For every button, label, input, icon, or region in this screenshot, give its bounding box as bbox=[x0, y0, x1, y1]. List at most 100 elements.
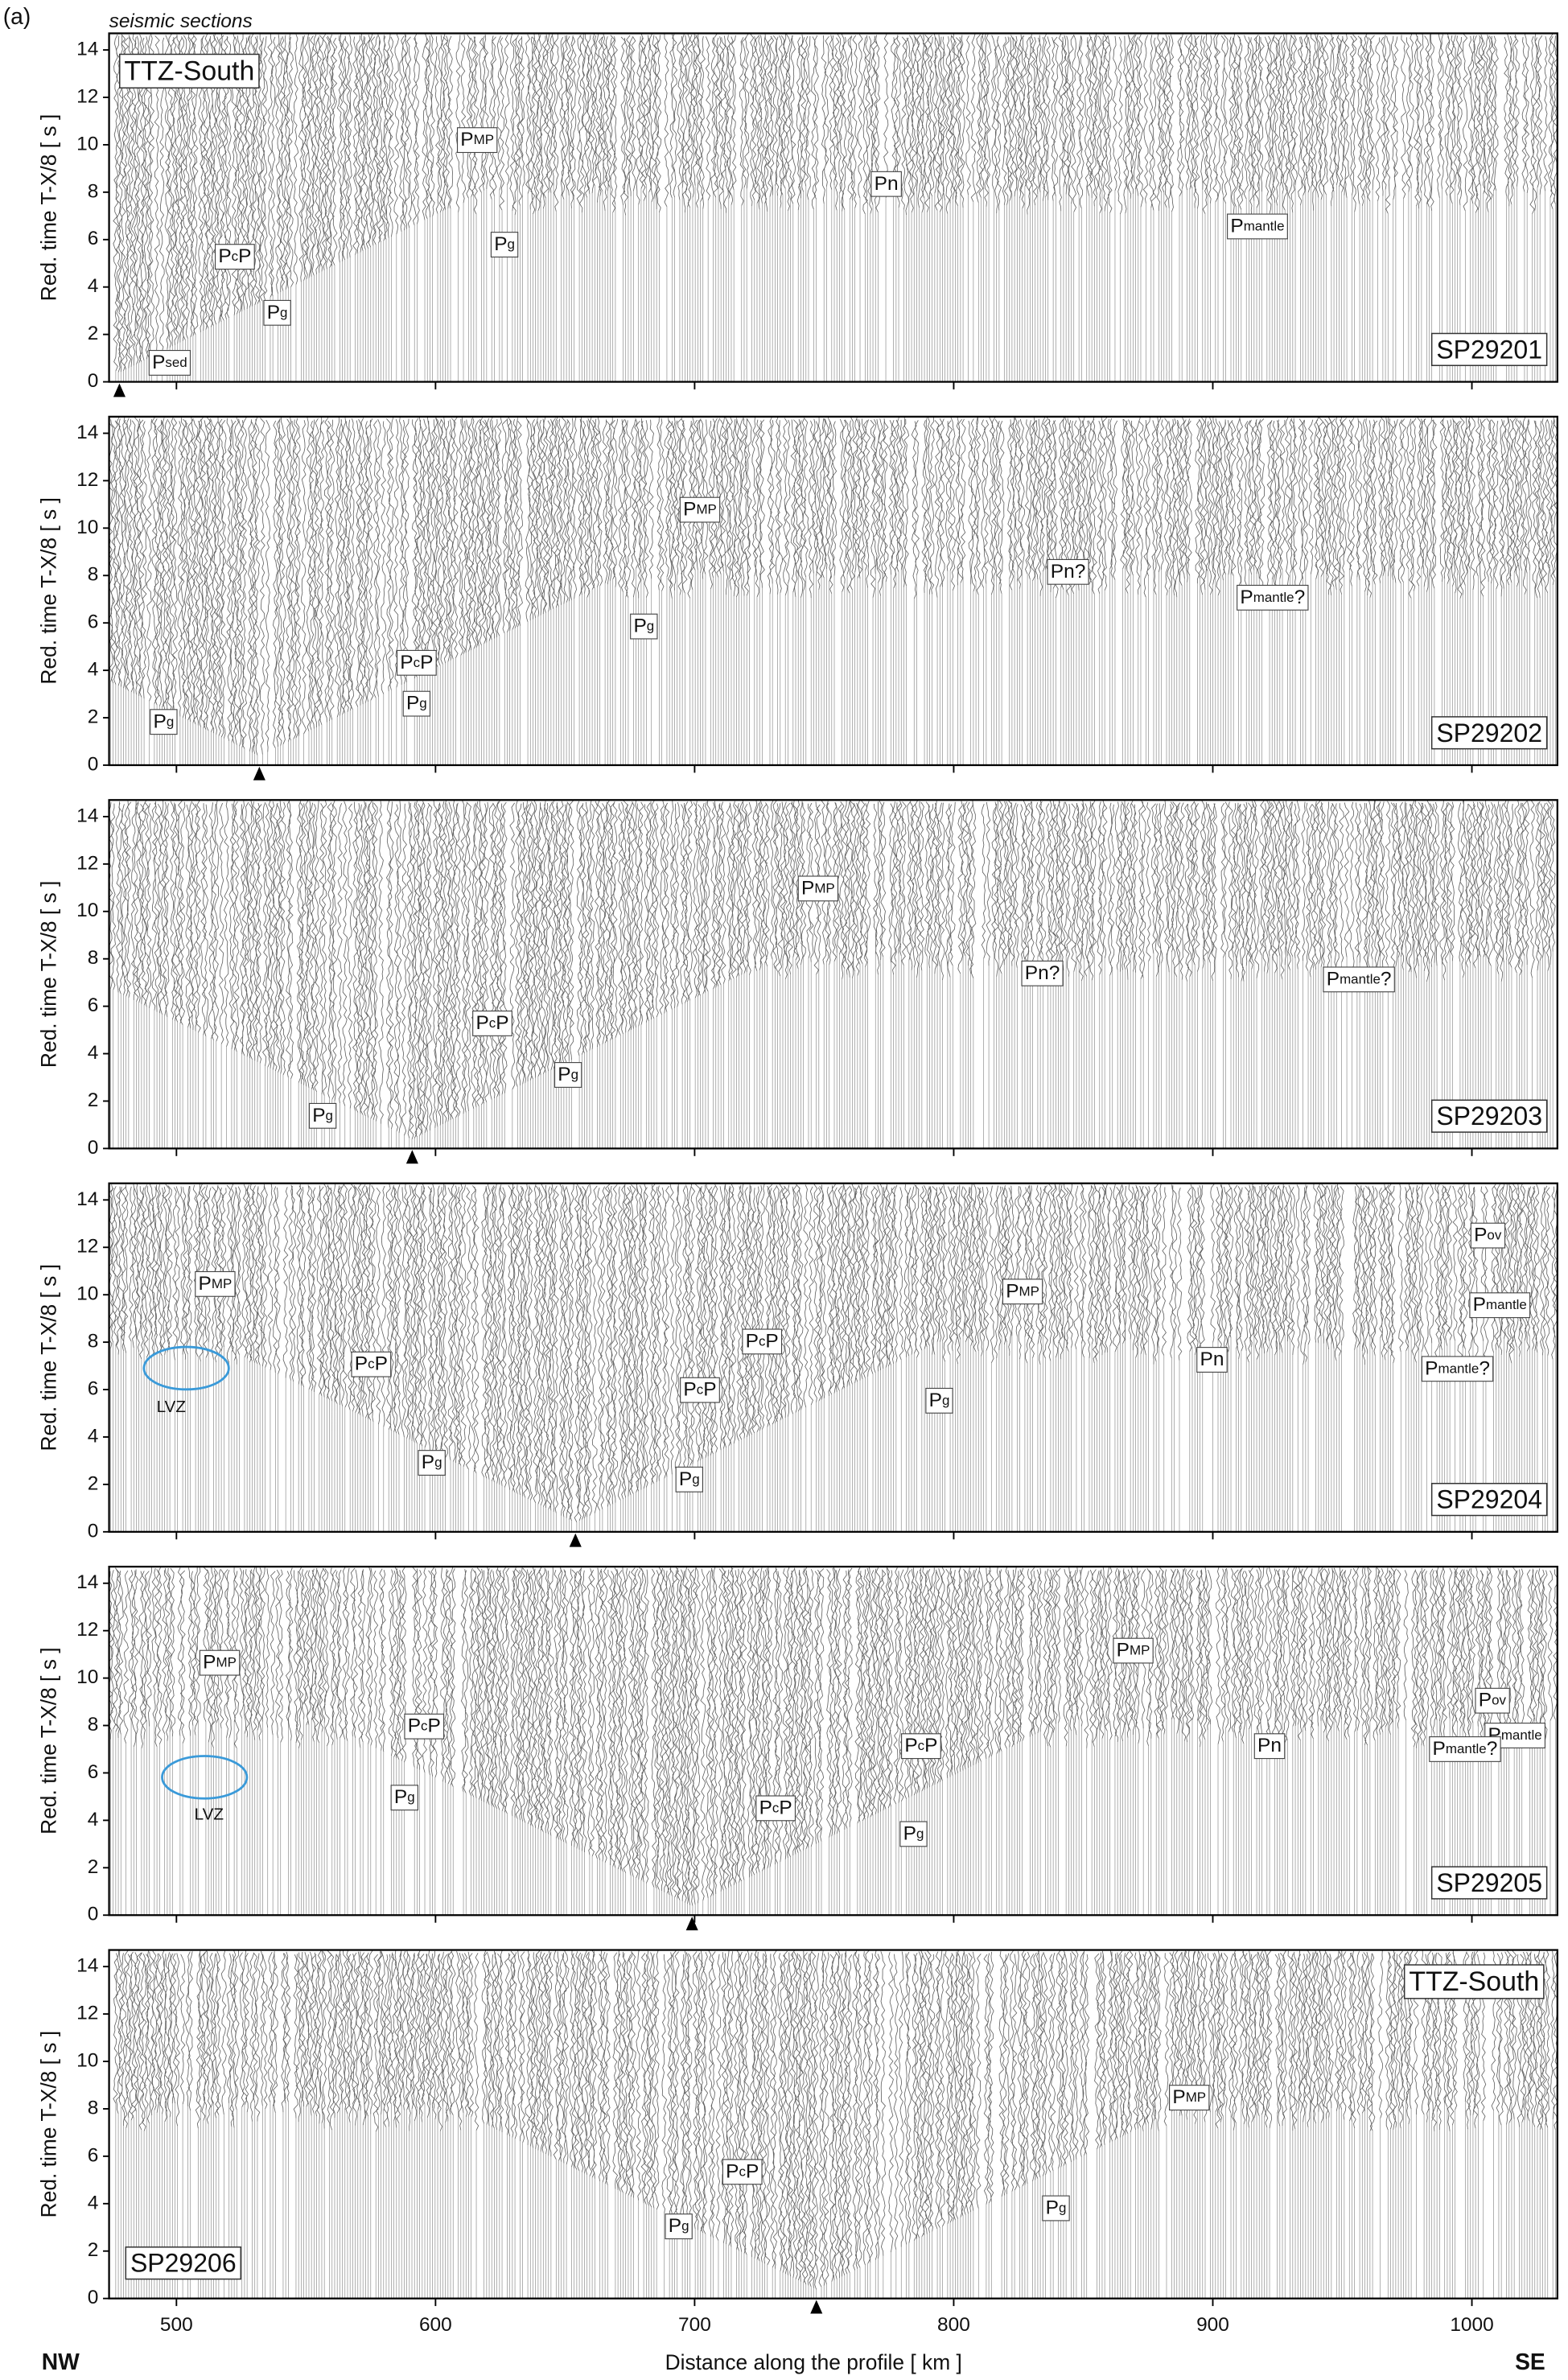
phase-label-part: c bbox=[697, 1382, 704, 1398]
y-tick-label: 12 bbox=[76, 1236, 98, 1258]
phase-label-part: P bbox=[428, 1715, 441, 1737]
phase-label: PcP bbox=[408, 1715, 441, 1737]
region-label-box bbox=[119, 53, 260, 89]
phase-label-part: Pn? bbox=[1025, 962, 1060, 984]
phase-label: Pov bbox=[1474, 1225, 1502, 1246]
phase-label-part: P bbox=[312, 1105, 325, 1126]
phase-label-part: P bbox=[746, 1331, 759, 1353]
y-tick-label: 12 bbox=[76, 85, 98, 107]
y-tick-label: 6 bbox=[88, 2144, 99, 2166]
phase-label-part: P bbox=[703, 1379, 716, 1401]
panel-frame bbox=[108, 32, 1558, 383]
phase-label: Pn? bbox=[1051, 561, 1086, 583]
phase-label-part: P bbox=[904, 1736, 917, 1757]
phase-label: PcP bbox=[400, 652, 433, 673]
phase-label-part: mantle bbox=[1340, 972, 1381, 987]
phase-label-box bbox=[1042, 2195, 1070, 2221]
x-axis-title: Distance along the profile [ km ] bbox=[665, 2350, 962, 2374]
y-tick-label: 2 bbox=[88, 1856, 99, 1878]
shot-point-name-box bbox=[1430, 1866, 1548, 1900]
phase-label-part: P bbox=[1172, 2087, 1185, 2109]
phase-label: PcP bbox=[218, 246, 251, 268]
phase-label-part: g bbox=[407, 1790, 414, 1806]
phase-label: Pg bbox=[394, 1787, 415, 1809]
panel: 0 2 4 6 8 10 12 14 Red. time T-X/8 [ s ] SP29202 P… bbox=[37, 415, 1558, 780]
phase-label: Pmantle bbox=[1473, 1295, 1527, 1316]
phase-label-part: P bbox=[558, 1064, 570, 1085]
phase-label-part: P bbox=[406, 693, 419, 714]
phase-label-box bbox=[1047, 558, 1089, 585]
phase-label-part: c bbox=[489, 1015, 496, 1031]
phase-label: Pg bbox=[1046, 2197, 1067, 2219]
phase-label-part: mantle bbox=[1501, 1728, 1542, 1744]
phase-label-part: ov bbox=[1487, 1228, 1501, 1243]
phase-label: Pn bbox=[875, 173, 899, 195]
y-tick-label: 2 bbox=[88, 323, 99, 344]
phase-label-part: P bbox=[924, 1736, 937, 1757]
y-tick-label: 0 bbox=[88, 1137, 99, 1159]
phase-label-part: g bbox=[692, 1472, 699, 1487]
seismic-traces-faint bbox=[110, 1718, 1556, 1916]
phase-label-part: P bbox=[1473, 1295, 1486, 1316]
x-tick-label: 1000 bbox=[1450, 2314, 1493, 2336]
phase-label-part: Pn bbox=[1257, 1736, 1282, 1757]
phase-label: Pg bbox=[422, 1452, 442, 1474]
phase-label: PMP bbox=[1172, 2087, 1206, 2109]
phase-label: Pg bbox=[406, 693, 427, 714]
phase-label-box bbox=[263, 299, 291, 326]
seismic-traces-faint bbox=[115, 184, 1556, 382]
zone-label: LVZ bbox=[195, 1805, 224, 1823]
y-axis-title: Red. time T-X/8 [ s ] bbox=[37, 1264, 61, 1451]
phase-label-box bbox=[1429, 1736, 1501, 1762]
phase-label-part: ? bbox=[1479, 1358, 1490, 1380]
y-tick-label: 4 bbox=[88, 2192, 99, 2213]
lvz-ellipse bbox=[161, 1755, 249, 1800]
phase-label-part: P bbox=[765, 1331, 778, 1353]
y-tick-label: 10 bbox=[76, 1666, 98, 1688]
y-tick-label: 12 bbox=[76, 1619, 98, 1641]
phase-label: Pg bbox=[312, 1105, 333, 1126]
phase-label: Pmantle bbox=[1230, 216, 1284, 237]
phase-label-box bbox=[1227, 213, 1288, 240]
shot-point bbox=[569, 1533, 582, 1547]
phase-label-box bbox=[1169, 2085, 1210, 2111]
phase-label-part: sed bbox=[165, 355, 187, 370]
phase-label-part: P bbox=[903, 1823, 916, 1845]
y-tick-label: 10 bbox=[76, 1283, 98, 1305]
phase-label-part: g bbox=[280, 305, 287, 320]
figure-label: (a) bbox=[3, 3, 31, 29]
phase-label-part: P bbox=[683, 499, 696, 521]
phase-label-part: P bbox=[1117, 1640, 1130, 1661]
phase-label-part: ov bbox=[1492, 1693, 1506, 1708]
y-tick-label: 14 bbox=[76, 805, 98, 826]
phase-label: Pn bbox=[1200, 1349, 1224, 1371]
phase-label: Psed bbox=[152, 352, 187, 373]
phase-label-part: c bbox=[414, 655, 421, 670]
right-end-label: SE bbox=[1515, 2349, 1545, 2374]
phase-label-box bbox=[1113, 1637, 1154, 1664]
y-tick-label: 6 bbox=[88, 994, 99, 1016]
y-axis-title: Red. time T-X/8 [ s ] bbox=[37, 2031, 61, 2217]
phase-label: PcP bbox=[904, 1736, 937, 1757]
phase-label-part: mantle bbox=[1253, 590, 1294, 605]
phase-label-part: P bbox=[199, 1273, 212, 1295]
phase-label-part: MP bbox=[1019, 1284, 1039, 1299]
phase-label-box bbox=[214, 244, 255, 270]
y-tick-label: 10 bbox=[76, 2050, 98, 2072]
panel: 0 2 4 6 8 10 12 14 Red. time T-X/8 [ s ] SP29203 P… bbox=[37, 799, 1558, 1164]
phase-label-box bbox=[199, 1649, 241, 1676]
shot-point bbox=[253, 766, 265, 780]
y-tick-label: 8 bbox=[88, 2097, 99, 2119]
y-tick-label: 12 bbox=[76, 2003, 98, 2024]
panel-frame bbox=[108, 1182, 1558, 1533]
phase-label-part: P bbox=[801, 878, 814, 900]
shot-point-name-box bbox=[1430, 716, 1548, 750]
phase-label-part: g bbox=[916, 1826, 924, 1842]
seismic-traces bbox=[109, 416, 1558, 756]
phase-label-part: c bbox=[759, 1334, 766, 1349]
phase-label-box bbox=[1323, 966, 1395, 993]
phase-label-part: g bbox=[942, 1393, 949, 1408]
phase-label-box bbox=[742, 1328, 783, 1355]
phase-label-box bbox=[899, 1821, 928, 1847]
y-tick-label: 4 bbox=[88, 1809, 99, 1830]
